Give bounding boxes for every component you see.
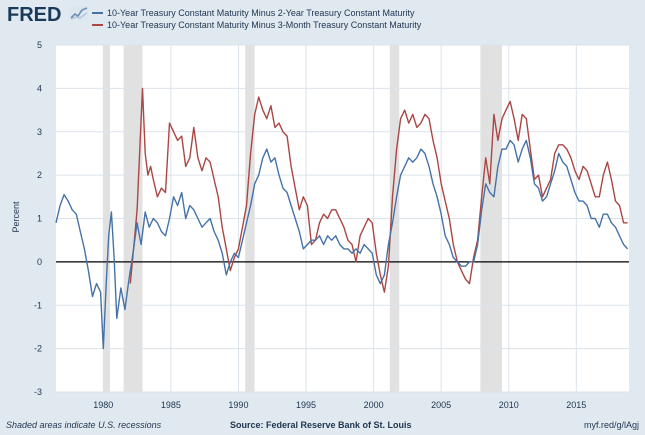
x-tick-label: 2005 bbox=[431, 400, 451, 410]
recession-note: Shaded areas indicate U.S. recessions bbox=[6, 420, 161, 430]
x-tick-label: 1980 bbox=[93, 400, 113, 410]
y-tick-label: 2 bbox=[37, 170, 42, 180]
x-tick-label: 1995 bbox=[296, 400, 316, 410]
short-link[interactable]: myf.red/g/lAgj bbox=[584, 420, 639, 430]
x-tick-label: 1985 bbox=[161, 400, 181, 410]
x-tick-label: 2010 bbox=[499, 400, 519, 410]
y-tick-label: 4 bbox=[37, 83, 42, 93]
y-tick-label: 3 bbox=[37, 127, 42, 137]
x-tick-label: 2000 bbox=[364, 400, 384, 410]
y-axis-label: Percent bbox=[11, 197, 21, 237]
y-tick-label: -2 bbox=[34, 344, 42, 354]
y-tick-label: -1 bbox=[34, 300, 42, 310]
y-tick-label: 0 bbox=[37, 257, 42, 267]
y-tick-label: -3 bbox=[34, 387, 42, 397]
line-chart: -3 -2 -1 0 1 2 3 4 5 1980 1985 1990 1995 2000 2005 201… bbox=[0, 0, 645, 435]
y-tick-label: 1 bbox=[37, 214, 42, 224]
x-tick-label: 1990 bbox=[228, 400, 248, 410]
source-text: Source: Federal Reserve Bank of St. Loui… bbox=[230, 420, 412, 430]
x-axis-ticks: 1980 1985 1990 1995 2000 2005 2010 2015 bbox=[93, 400, 586, 410]
y-tick-label: 5 bbox=[37, 40, 42, 50]
y-axis-ticks: -3 -2 -1 0 1 2 3 4 5 bbox=[34, 40, 42, 397]
x-tick-label: 2015 bbox=[566, 400, 586, 410]
